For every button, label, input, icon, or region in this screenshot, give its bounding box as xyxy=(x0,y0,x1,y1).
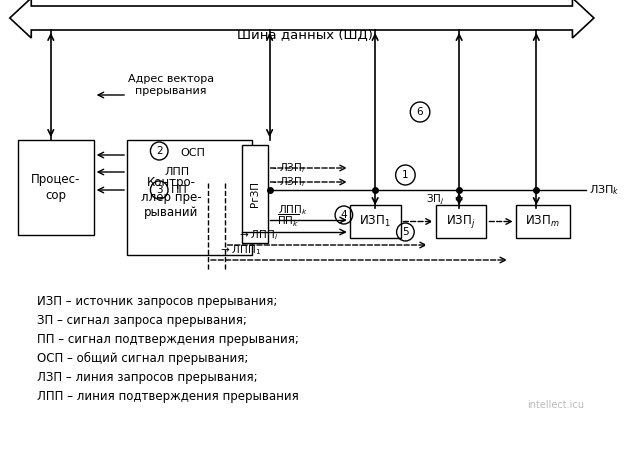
Text: ЗП – сигнал запроса прерывания;: ЗП – сигнал запроса прерывания; xyxy=(37,314,247,327)
Bar xyxy=(516,205,570,238)
Text: ОСП – общий сигнал прерывания;: ОСП – общий сигнал прерывания; xyxy=(37,352,248,365)
Text: РгЗП: РгЗП xyxy=(250,181,260,207)
Text: Шина данных (ШД): Шина данных (ШД) xyxy=(237,28,373,41)
Text: ЗП$_j$: ЗП$_j$ xyxy=(426,193,444,207)
Text: ПП – сигнал подтверждения прерывания;: ПП – сигнал подтверждения прерывания; xyxy=(37,333,299,346)
Text: $\overline{\text{ПП}_k}$: $\overline{\text{ПП}_k}$ xyxy=(277,212,300,229)
Text: 1: 1 xyxy=(402,170,409,180)
Text: ЛПП$_k$: ЛПП$_k$ xyxy=(278,203,308,217)
Text: - ЛЗП$_l$: - ЛЗП$_l$ xyxy=(271,161,305,175)
Text: 4: 4 xyxy=(341,210,347,220)
Text: → ЛПП$_1$: → ЛПП$_1$ xyxy=(220,243,261,257)
Bar xyxy=(17,140,94,235)
Text: ИЗП$_1$: ИЗП$_1$ xyxy=(359,214,391,229)
Text: ЛПП: ЛПП xyxy=(164,167,189,177)
Text: ОСП: ОСП xyxy=(181,148,205,158)
Polygon shape xyxy=(10,0,594,38)
Bar xyxy=(349,205,401,238)
Text: intellect.icu: intellect.icu xyxy=(527,400,585,410)
Text: ИЗП$_m$: ИЗП$_m$ xyxy=(525,214,560,229)
Bar xyxy=(436,205,487,238)
Bar xyxy=(127,140,252,255)
Text: ЛЗП – линия запросов прерывания;: ЛЗП – линия запросов прерывания; xyxy=(37,371,258,384)
Bar xyxy=(242,145,268,243)
Text: - ЛЗП$_i$: - ЛЗП$_i$ xyxy=(271,175,305,189)
Text: ЛПП – линия подтверждения прерывания: ЛПП – линия подтверждения прерывания xyxy=(37,390,299,403)
Text: → ЛПП$_i$: → ЛПП$_i$ xyxy=(240,228,279,242)
Text: ИЗП$_j$: ИЗП$_j$ xyxy=(446,213,476,230)
Text: 2: 2 xyxy=(156,146,162,156)
Text: 5: 5 xyxy=(402,227,409,237)
Text: ПП: ПП xyxy=(171,185,188,195)
Text: Адрес вектора
прерывания: Адрес вектора прерывания xyxy=(128,74,214,96)
Text: Контро-
ллер пре-
рываний: Контро- ллер пре- рываний xyxy=(140,176,202,219)
Text: 6: 6 xyxy=(417,107,423,117)
Text: ЛЗП$_k$: ЛЗП$_k$ xyxy=(589,183,620,197)
Text: ИЗП – источник запросов прерывания;: ИЗП – источник запросов прерывания; xyxy=(37,295,278,308)
Text: Процес-
сор: Процес- сор xyxy=(31,174,80,202)
Text: 3: 3 xyxy=(156,185,162,195)
